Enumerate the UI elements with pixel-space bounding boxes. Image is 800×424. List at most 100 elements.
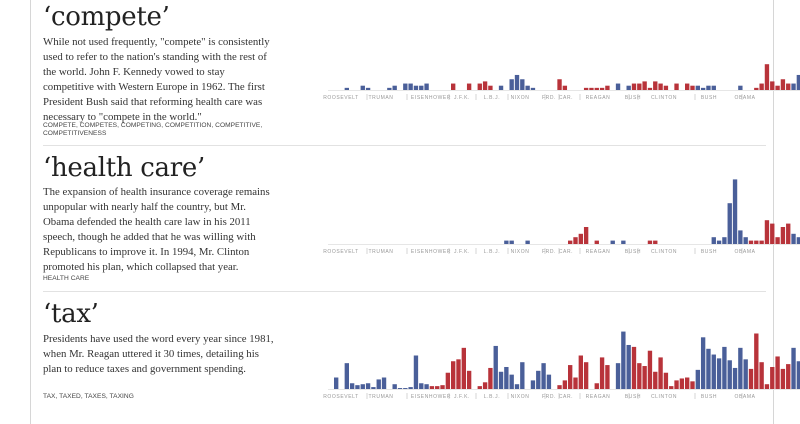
word-forms: HEALTH CARE xyxy=(43,275,90,282)
president-tick-label: ROOSEVELT xyxy=(323,249,359,255)
bar xyxy=(482,382,488,389)
section-tax: ‘tax’ Presidents have used the word ever… xyxy=(43,292,800,422)
president-tick-label: ROOSEVELT xyxy=(323,95,359,101)
bar xyxy=(541,363,546,389)
bar xyxy=(493,345,498,389)
president-tick-label: BUSH xyxy=(701,394,717,400)
bar xyxy=(770,81,775,90)
bar xyxy=(525,85,530,90)
bar xyxy=(599,87,605,90)
bar xyxy=(376,379,381,389)
bar xyxy=(392,85,397,90)
president-tick-label: BUSH xyxy=(625,394,641,400)
bar xyxy=(615,363,621,389)
bar xyxy=(578,355,583,389)
bar xyxy=(392,384,397,389)
bar xyxy=(514,74,520,90)
president-tick-label: BUSH xyxy=(701,249,717,255)
bar xyxy=(349,383,355,389)
bar xyxy=(764,384,770,389)
bar xyxy=(626,344,631,389)
bar xyxy=(716,240,722,244)
bar xyxy=(626,85,631,90)
bar xyxy=(344,363,349,389)
bar xyxy=(562,380,568,389)
health-care-bar-chart: ROOSEVELT TRUMAN EISENHOWER J.F.K. L.B.J. NIX… xyxy=(323,179,800,255)
bar xyxy=(658,83,663,90)
bar xyxy=(568,240,573,244)
bar xyxy=(504,240,509,244)
bar xyxy=(727,203,732,244)
bar xyxy=(732,179,738,244)
section-word: ‘compete’ xyxy=(43,2,170,32)
bar xyxy=(748,368,754,389)
bar xyxy=(520,79,525,90)
bar xyxy=(578,233,583,244)
bar xyxy=(557,79,562,90)
bar xyxy=(748,240,754,244)
bar xyxy=(764,220,770,244)
bar xyxy=(514,384,520,389)
bar xyxy=(583,227,589,244)
bar xyxy=(419,85,424,90)
bar xyxy=(605,365,610,389)
bar xyxy=(509,240,514,244)
bar xyxy=(435,386,440,389)
bar xyxy=(477,386,482,389)
bar xyxy=(456,359,461,389)
health-care-chart: ROOSEVELT TRUMAN EISENHOWER J.F.K. L.B.J. NIX… xyxy=(283,174,800,259)
bar xyxy=(775,85,780,90)
bar xyxy=(754,240,759,244)
bar xyxy=(700,337,706,389)
president-tick-label: CAR. xyxy=(559,394,573,400)
bar xyxy=(605,85,610,90)
bar xyxy=(796,361,800,389)
bar xyxy=(568,365,573,389)
bar xyxy=(780,368,786,389)
compete-bar-chart: ROOSEVELT TRUMAN EISENHOWER J.F.K. L.B.J. NIX… xyxy=(323,64,800,101)
bar xyxy=(482,81,488,90)
president-tick-label: J.F.K. xyxy=(454,394,470,400)
bar xyxy=(791,233,796,244)
bar xyxy=(679,378,685,389)
bar xyxy=(738,85,743,90)
bar xyxy=(334,377,339,389)
bar xyxy=(743,237,748,244)
bar xyxy=(780,79,786,90)
president-tick-label: OBAMA xyxy=(734,95,755,101)
bar xyxy=(663,85,669,90)
section-description: While not used frequently, "compete" is … xyxy=(43,36,270,123)
section-description: Presidents have used the word every year… xyxy=(43,333,274,375)
bar xyxy=(498,85,504,90)
bar xyxy=(429,386,435,389)
bar xyxy=(594,240,599,244)
bar xyxy=(706,85,711,90)
president-tick-label: ROOSEVELT xyxy=(323,394,359,400)
bar xyxy=(706,348,711,389)
bar xyxy=(562,85,568,90)
president-tick-label: OBAMA xyxy=(734,249,755,255)
bar xyxy=(355,385,360,389)
bar xyxy=(403,388,408,389)
bar xyxy=(344,87,349,90)
bar xyxy=(669,386,674,389)
bar xyxy=(557,385,562,389)
bar xyxy=(621,240,626,244)
bar xyxy=(642,81,647,90)
tax-bar-chart: ROOSEVELT TRUMAN EISENHOWER J.F.K. L.B.J. NIX… xyxy=(323,331,800,400)
bar xyxy=(653,371,658,389)
bar xyxy=(610,240,615,244)
bar xyxy=(663,372,669,389)
bar xyxy=(743,359,748,389)
bar xyxy=(791,347,796,389)
bar xyxy=(727,360,732,389)
bar xyxy=(498,371,504,389)
bar xyxy=(653,81,658,90)
president-tick-label: BUSH xyxy=(701,95,717,101)
president-tick-label: L.B.J. xyxy=(484,95,500,101)
president-tick-label: FRD. xyxy=(542,95,556,101)
bar xyxy=(674,83,679,90)
bar xyxy=(738,230,743,244)
bar xyxy=(631,346,637,389)
bar xyxy=(796,237,800,244)
